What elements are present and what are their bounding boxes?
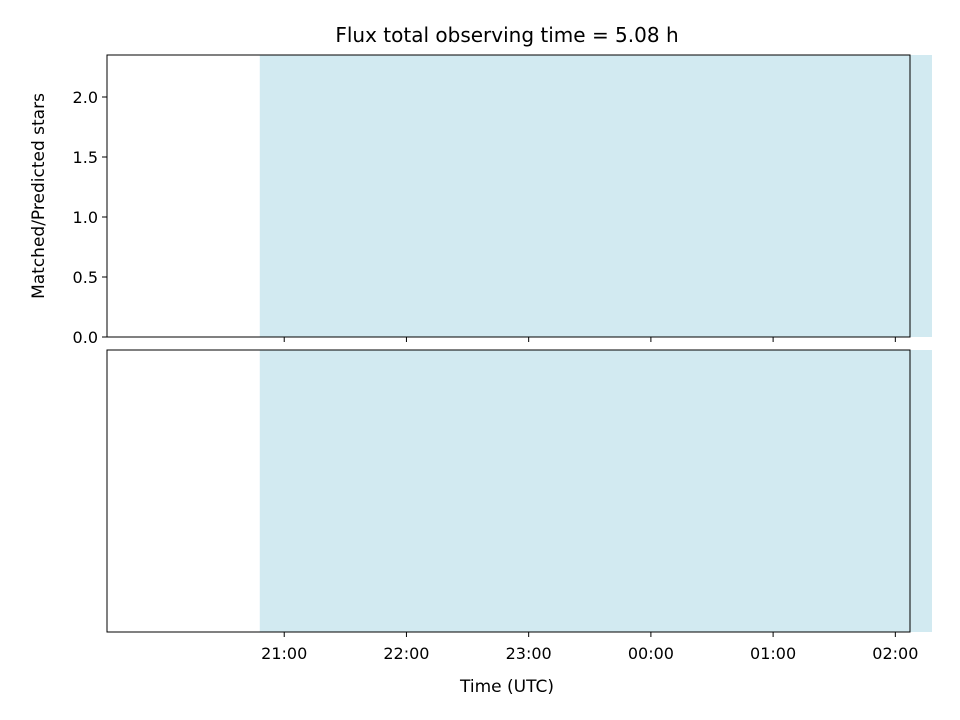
y-tick-label: 2.0 <box>73 88 98 107</box>
observing-window <box>259 350 932 632</box>
x-tick-label: 00:00 <box>628 644 674 663</box>
y-tick-label: 1.0 <box>73 208 98 227</box>
top-y-axis-title: Matched/Predicted stars <box>29 93 49 299</box>
x-axis-title: Time (UTC) <box>459 677 554 697</box>
y-tick-label: 0.0 <box>73 328 98 347</box>
chart-title: Flux total observing time = 5.08 h <box>335 23 678 47</box>
y-tick-label: 1.5 <box>73 148 98 167</box>
x-tick-label: 23:00 <box>506 644 552 663</box>
observing-window <box>259 55 932 337</box>
x-tick-label: 01:00 <box>750 644 796 663</box>
y-tick-label: 0.5 <box>73 268 98 287</box>
x-tick-label: 21:00 <box>261 644 307 663</box>
top-panel: 0.0 0.5 1.0 1.5 2.0 Matched/Predicted stars <box>29 54 932 347</box>
bottom-plot-frame <box>106 349 911 633</box>
top-plot-frame <box>106 54 911 338</box>
x-tick-label: 22:00 <box>383 644 429 663</box>
x-tick-label: 02:00 <box>872 644 918 663</box>
